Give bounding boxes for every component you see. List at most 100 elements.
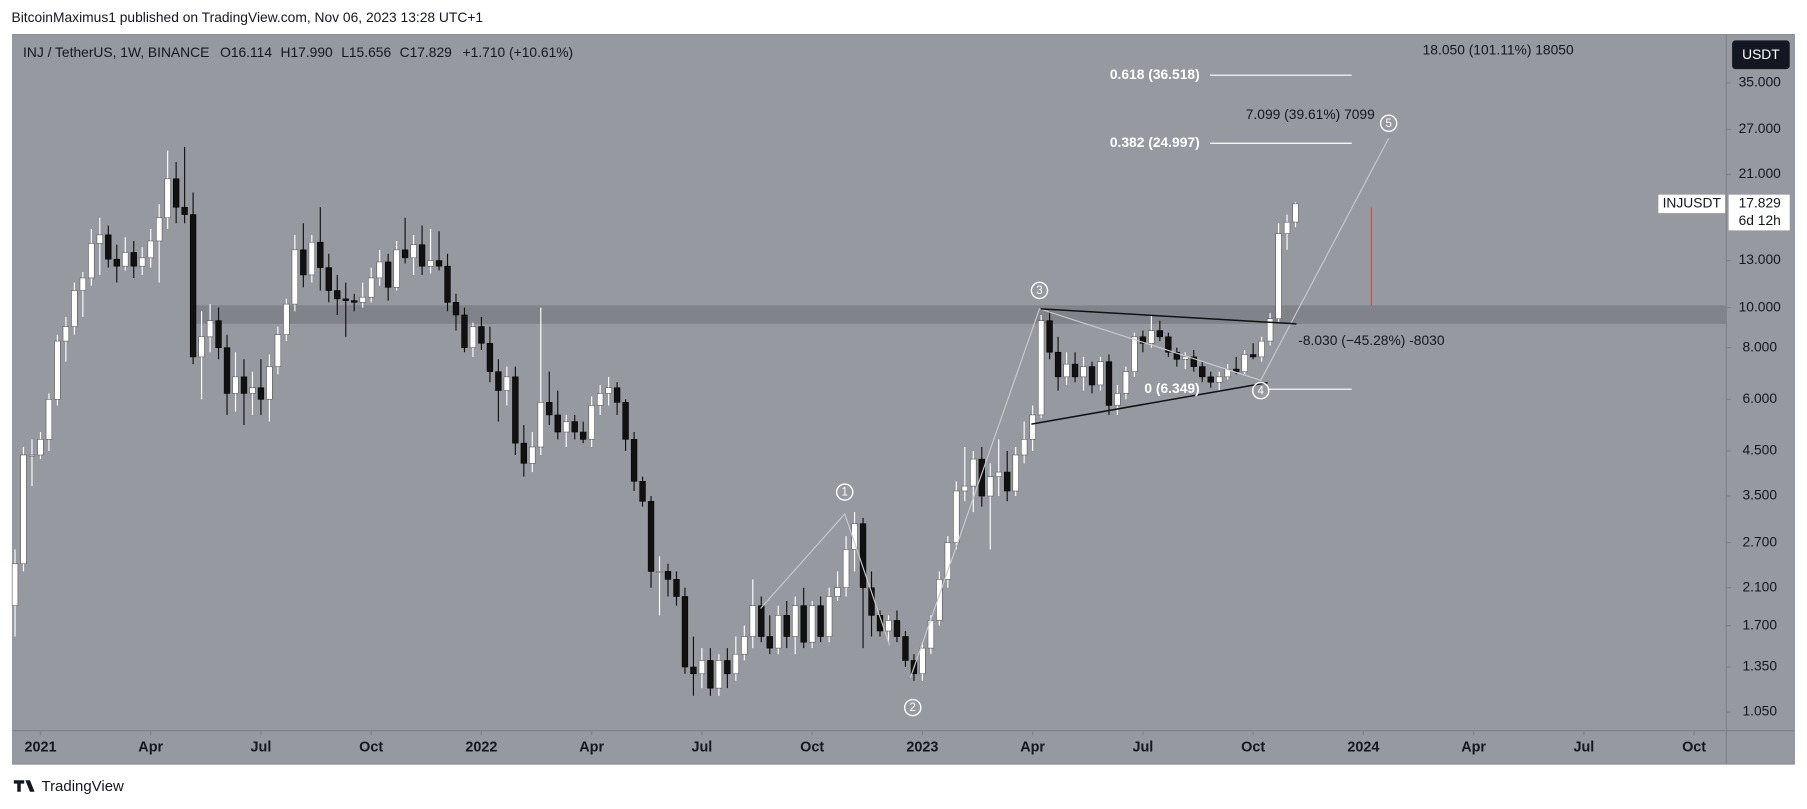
candle-body xyxy=(647,500,655,572)
candle-body xyxy=(427,260,434,267)
y-tick-label: 2.100 xyxy=(1742,578,1777,594)
candle-body xyxy=(486,342,494,372)
legend-value: 17.829 xyxy=(410,44,453,60)
currency-button-label[interactable]: USDT xyxy=(1742,46,1780,62)
candle-body xyxy=(393,249,400,288)
currency-button[interactable] xyxy=(1732,40,1790,70)
candle-body xyxy=(995,471,1002,477)
candle-body xyxy=(88,243,95,279)
candle-body xyxy=(673,579,680,597)
candle-body xyxy=(96,234,103,244)
candle-body xyxy=(1182,356,1189,360)
candle-body xyxy=(198,336,205,358)
candle-body xyxy=(639,481,646,502)
candle-body xyxy=(936,579,943,621)
candle-body xyxy=(435,260,443,267)
candle-body xyxy=(232,376,239,394)
candle-body xyxy=(1012,454,1019,492)
price-tag: 17.829 xyxy=(1739,195,1782,211)
resistance-zone xyxy=(192,305,1727,324)
candle-body xyxy=(401,249,409,259)
candle-body xyxy=(987,476,994,497)
candle-body xyxy=(893,620,901,637)
candle-body xyxy=(37,439,44,456)
candle-body xyxy=(1266,318,1274,342)
candle-body xyxy=(62,326,70,342)
candle-body xyxy=(554,414,561,433)
candle-body xyxy=(613,387,621,403)
candle-body xyxy=(859,523,867,589)
candle-body xyxy=(334,290,341,300)
legend-value: 16.114 xyxy=(231,44,273,60)
candle-body xyxy=(130,252,137,267)
candle-body xyxy=(1046,320,1053,353)
candle-body xyxy=(715,660,723,689)
y-tick-label: 35.000 xyxy=(1739,73,1782,89)
wave-label: 3 xyxy=(1036,285,1042,297)
candle-body xyxy=(113,258,120,267)
y-tick-label: 1.700 xyxy=(1742,616,1777,632)
publisher-line: BitcoinMaximus1 published on TradingView… xyxy=(12,9,484,25)
candle-body xyxy=(1156,330,1164,338)
candle-body xyxy=(1080,366,1087,378)
candle-body xyxy=(766,636,773,649)
candle-body xyxy=(122,252,129,267)
candle-body xyxy=(172,178,180,208)
candle-body xyxy=(944,542,952,580)
brand-name: TradingView xyxy=(41,778,124,795)
candle-body xyxy=(351,300,358,303)
y-tick-label: 27.000 xyxy=(1739,120,1782,136)
candle-body xyxy=(1283,221,1291,234)
x-tick-label: Oct xyxy=(800,740,824,756)
candle-body xyxy=(1275,233,1282,320)
x-tick-label: Apr xyxy=(579,740,604,756)
x-tick-label: Apr xyxy=(1020,740,1045,756)
legend-key: O xyxy=(220,44,231,60)
candle-body xyxy=(512,376,519,444)
y-tick-label: 3.500 xyxy=(1742,487,1777,503)
candle-body xyxy=(342,298,349,301)
x-tick-label: Jul xyxy=(692,740,713,756)
candle-body xyxy=(1190,356,1197,367)
candle-body xyxy=(1131,336,1138,372)
candle-body xyxy=(834,587,841,597)
measure-label: 18.050 (101.11%) 18050 xyxy=(1423,41,1574,57)
wave-marker xyxy=(1251,381,1270,400)
candle-body xyxy=(1148,330,1155,344)
candle-body xyxy=(452,302,460,316)
candle-body xyxy=(580,431,587,440)
legend-key: L xyxy=(341,44,349,60)
candle-body xyxy=(1165,336,1172,353)
candle-body xyxy=(189,214,197,358)
candle-body xyxy=(105,234,112,260)
candle-body xyxy=(656,571,663,573)
triangle-upper xyxy=(1040,308,1297,325)
candle-body xyxy=(1173,351,1180,360)
candle-body xyxy=(622,402,629,440)
symbol-tag-box xyxy=(1658,194,1726,214)
candle-body xyxy=(741,636,748,655)
candle-body xyxy=(749,605,756,637)
candle-body xyxy=(529,446,536,464)
candle-body xyxy=(164,178,171,219)
y-tick-label: 21.000 xyxy=(1739,165,1782,181)
wave-marker xyxy=(835,483,854,501)
x-tick-label: Jul xyxy=(1132,740,1153,756)
countdown: 6d 12h xyxy=(1739,212,1781,228)
brand-logo xyxy=(13,780,35,792)
measure-label: -8.030 (−45.28%) -8030 xyxy=(1298,332,1445,348)
candle-body xyxy=(1233,368,1240,372)
candle-body xyxy=(325,267,332,291)
y-tick-label: 4.500 xyxy=(1742,442,1777,458)
wave-marker xyxy=(1379,114,1398,133)
symbol-tag: INJUSDT xyxy=(1663,195,1722,211)
candle-body xyxy=(206,320,214,338)
candle-body xyxy=(571,421,578,433)
y-tick-label: 2.700 xyxy=(1742,533,1777,549)
candle-body xyxy=(1258,340,1265,358)
candle-body xyxy=(274,334,282,367)
candle-body xyxy=(156,217,163,242)
candles xyxy=(11,146,1299,696)
legend-value: 15.656 xyxy=(349,44,392,60)
